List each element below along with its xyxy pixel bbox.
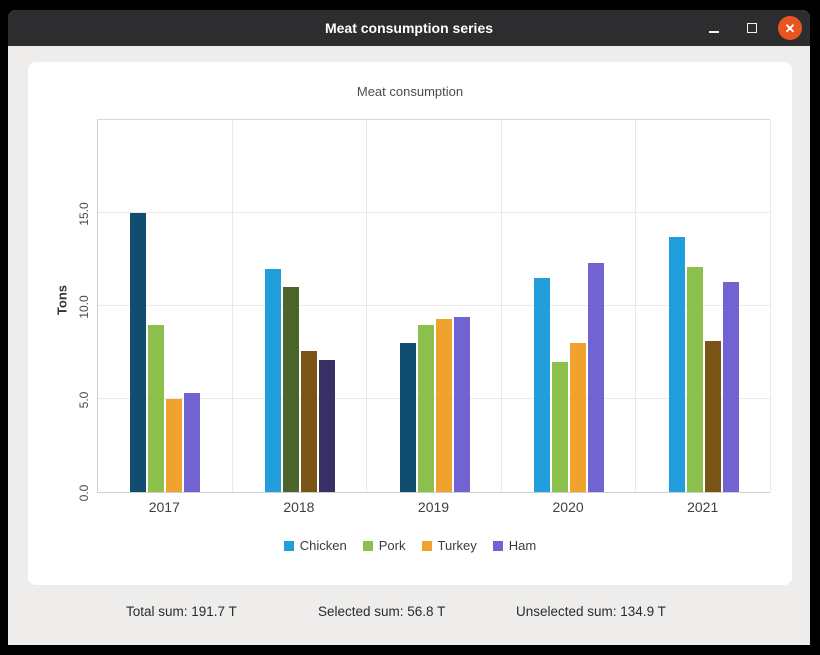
- bar-chicken-2021[interactable]: [668, 237, 685, 492]
- legend-item-ham: Ham: [492, 538, 537, 553]
- bar-ham-2020[interactable]: [588, 263, 605, 492]
- bar-chicken-2019[interactable]: [399, 343, 416, 492]
- bar-pork-2017[interactable]: [148, 324, 165, 492]
- bar-ham-2018[interactable]: [318, 359, 335, 492]
- close-button[interactable]: ✕: [778, 16, 802, 40]
- gridline-vertical: [635, 120, 637, 492]
- y-tick-label: 5.0: [77, 391, 91, 409]
- bar-chicken-2018[interactable]: [264, 268, 281, 492]
- bar-chicken-2017[interactable]: [130, 212, 147, 492]
- bar-pork-2021[interactable]: [686, 266, 703, 492]
- y-tick-label: 0.0: [77, 484, 91, 502]
- legend-item-turkey: Turkey: [421, 538, 477, 553]
- bar-turkey-2017[interactable]: [166, 398, 183, 492]
- gridline-vertical: [366, 120, 368, 492]
- legend-item-pork: Pork: [362, 538, 406, 553]
- x-tick-label: 2020: [552, 499, 584, 515]
- total-sum-label: Total sum: 191.7 T: [126, 604, 237, 619]
- legend-swatch-chicken: [283, 540, 294, 551]
- maximize-button[interactable]: [740, 16, 764, 40]
- bar-chicken-2020[interactable]: [534, 278, 551, 492]
- bar-pork-2019[interactable]: [417, 324, 434, 492]
- legend-swatch-ham: [492, 540, 503, 551]
- legend-label: Chicken: [299, 538, 347, 553]
- minimize-button[interactable]: [702, 16, 726, 40]
- bar-ham-2017[interactable]: [184, 393, 201, 492]
- bar-pork-2020[interactable]: [552, 361, 569, 492]
- x-tick-label: 2021: [687, 499, 719, 515]
- bar-turkey-2019[interactable]: [435, 318, 452, 492]
- x-tick-label: 2017: [148, 499, 180, 515]
- legend-item-chicken: Chicken: [283, 538, 347, 553]
- bar-turkey-2020[interactable]: [570, 343, 587, 492]
- window-content: Meat consumption Tons 2017 2018 2019 2020 20…: [8, 46, 810, 645]
- app-window: Meat consumption series ✕ Meat consumpti…: [8, 10, 810, 645]
- bar-ham-2021[interactable]: [722, 281, 739, 492]
- x-tick-label: 2019: [417, 499, 450, 515]
- legend-swatch-pork: [362, 540, 373, 551]
- close-icon: ✕: [784, 20, 796, 36]
- y-axis-title: Tons: [54, 284, 70, 316]
- gridline-horizontal: [98, 397, 770, 399]
- window-title: Meat consumption series: [324, 20, 494, 36]
- unselected-sum-label: Unselected sum: 134.9 T: [516, 604, 666, 619]
- y-tick-label: 10.0: [77, 295, 91, 319]
- gridline-horizontal: [98, 304, 770, 306]
- maximize-icon: [747, 23, 757, 33]
- y-tick-label: 15.0: [77, 202, 91, 226]
- gridline-horizontal: [98, 211, 770, 213]
- legend-label: Ham: [508, 538, 537, 553]
- chart-card: Meat consumption Tons 2017 2018 2019 2020 20…: [28, 62, 792, 585]
- chart-title: Meat consumption: [356, 84, 464, 99]
- legend-label: Pork: [378, 538, 406, 553]
- legend-label: Turkey: [437, 538, 477, 553]
- gridline-vertical: [500, 120, 502, 492]
- bar-pork-2018[interactable]: [282, 287, 299, 492]
- minimize-icon: [709, 31, 719, 33]
- titlebar[interactable]: Meat consumption series ✕: [8, 10, 810, 46]
- bar-turkey-2021[interactable]: [704, 341, 721, 492]
- plot-area: [97, 119, 771, 493]
- legend-swatch-turkey: [421, 540, 432, 551]
- gridline-vertical: [770, 120, 771, 492]
- x-tick-label: 2018: [283, 499, 315, 515]
- gridline-vertical: [231, 120, 233, 492]
- selected-sum-label: Selected sum: 56.8 T: [318, 604, 446, 619]
- bar-ham-2019[interactable]: [453, 317, 470, 492]
- footer-sums: Total sum: 191.7 T Selected sum: 56.8 T …: [8, 604, 810, 624]
- bar-turkey-2018[interactable]: [300, 350, 317, 492]
- chart-legend: Chicken Pork Turkey Ham: [28, 538, 792, 553]
- window-controls: ✕: [702, 10, 802, 46]
